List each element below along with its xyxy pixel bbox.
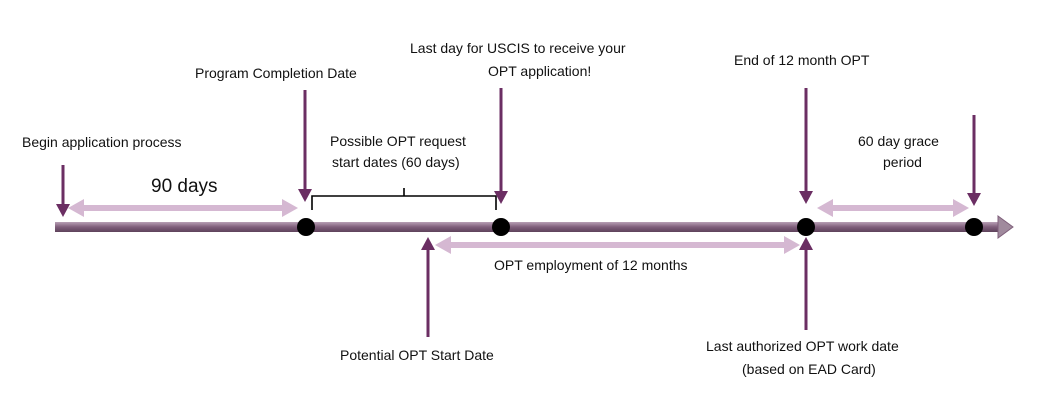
label-last-day-uscis-line1: Last day for USCIS to receive your	[410, 40, 626, 56]
arrow-last-day-uscis	[494, 88, 508, 204]
arrow-potential-start	[421, 237, 435, 337]
label-grace-line1: 60 day grace	[858, 133, 939, 149]
timeline-bar	[55, 215, 1014, 239]
dot-end-12-month	[797, 218, 815, 236]
label-opt-employment: OPT employment of 12 months	[494, 257, 688, 273]
arrow-end-12-month	[799, 88, 813, 204]
label-last-authorized-line1: Last authorized OPT work date	[706, 338, 899, 354]
label-grace-line2: period	[883, 154, 922, 170]
bracket-possible-opt	[311, 188, 497, 210]
span-arrow-90-days	[68, 199, 298, 217]
label-possible-opt-line2: start dates (60 days)	[332, 154, 460, 170]
label-90-days: 90 days	[151, 176, 218, 197]
span-arrow-opt-employment	[435, 236, 800, 254]
label-begin-application: Begin application process	[22, 134, 182, 150]
label-last-day-uscis-line2: OPT application!	[488, 63, 591, 79]
arrow-grace-end	[967, 115, 981, 206]
label-last-authorized-line2: (based on EAD Card)	[742, 361, 876, 377]
label-end-12-month: End of 12 month OPT	[734, 52, 870, 68]
label-program-completion: Program Completion Date	[195, 65, 357, 81]
arrow-last-authorized	[799, 237, 813, 330]
arrow-program-completion	[298, 90, 312, 202]
label-potential-start: Potential OPT Start Date	[340, 347, 494, 363]
label-possible-opt-line1: Possible OPT request	[330, 133, 466, 149]
dot-last-day-uscis	[492, 218, 510, 236]
span-arrow-grace-period	[817, 199, 969, 217]
dot-grace-end	[965, 218, 983, 236]
dot-program-completion	[297, 218, 315, 236]
arrow-begin-application	[56, 165, 70, 217]
